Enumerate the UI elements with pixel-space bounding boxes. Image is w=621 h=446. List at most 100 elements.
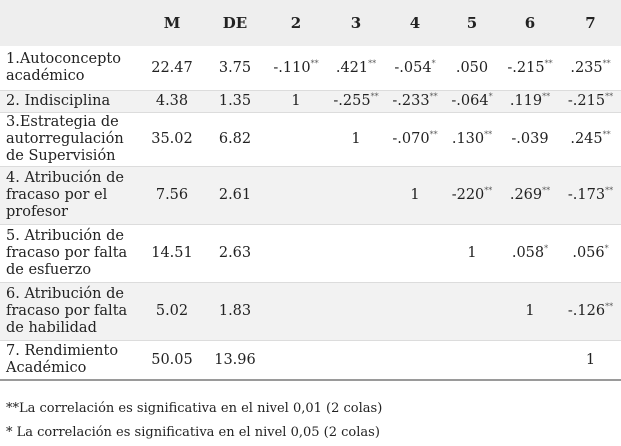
row-label: 7. Rendimiento Académico (6, 342, 119, 376)
cell-value: 6.82 (218, 131, 252, 147)
significance-marker: * (604, 244, 609, 254)
cell-value: -.054 (394, 59, 432, 76)
cell-value: 1 (351, 131, 361, 147)
cell-value: -.173 (567, 187, 606, 203)
cell-value: -.110 (273, 59, 311, 76)
table-cell: .235** (560, 46, 621, 90)
significance-marker: ** (542, 186, 551, 196)
table-cell: 1 (386, 166, 444, 224)
row-label: 3.Estrategia de autorregulación de Super… (6, 113, 124, 164)
correlation-table: M DE 2 3 4 5 6 7 1.Autoconcepto académic… (0, 0, 621, 380)
table-cell: 22.47 (140, 46, 204, 90)
cell-value: -.215 (567, 93, 606, 109)
cell-value: .056 (572, 245, 605, 261)
cell-value: 5.02 (155, 303, 189, 319)
table-cell: 35.02 (140, 112, 204, 166)
cell-value: 50.05 (151, 351, 193, 368)
table-body: 1.Autoconcepto académico 22.47 3.75 -.110**… (0, 46, 621, 380)
header-cell-5: 5 (466, 14, 478, 32)
cell-value: 22.47 (151, 59, 193, 76)
cell-value: 1 (525, 303, 535, 319)
significance-marker: ** (484, 130, 493, 140)
table-cell: -.064* (444, 90, 500, 112)
cell-value: 2.63 (218, 245, 252, 261)
table-cell: -.255** (326, 90, 386, 112)
cell-value: 2.61 (218, 187, 252, 203)
significance-marker: ** (544, 58, 553, 68)
row-label: 6. Atribución de fracaso por falta de ha… (6, 285, 128, 336)
cell-value: 1 (291, 93, 301, 109)
significance-marker: ** (429, 92, 438, 102)
table-cell: 1 (266, 90, 326, 112)
cell-value: .245 (570, 131, 603, 147)
cell-value: .050 (455, 59, 489, 76)
significance-marker: * (431, 58, 436, 68)
cell-value: 1 (467, 245, 477, 261)
table-cell: -.054* (386, 46, 444, 90)
table-cell: -.233** (386, 90, 444, 112)
cell-value: .058 (511, 245, 545, 261)
cell-value: 35.02 (151, 131, 193, 147)
table-cell: -.110** (266, 46, 326, 90)
table-cell: 5.02 (140, 282, 204, 340)
cell-value: -.070 (392, 131, 430, 147)
header-cell (0, 0, 140, 46)
table-row: 4. Atribución de fracaso por el profesor… (0, 166, 621, 224)
significance-marker: ** (310, 58, 319, 68)
table-row: 6. Atribución de fracaso por falta de ha… (0, 282, 621, 340)
cell-value: .421 (335, 59, 369, 76)
table-cell: .050 (444, 46, 500, 90)
table-cell: 7.56 (140, 166, 204, 224)
header-cell-2: 2 (290, 14, 302, 32)
cell-value: -220 (451, 187, 485, 203)
table-cell: 1 (444, 224, 500, 282)
cell-value: 3.75 (218, 59, 252, 76)
table-cell: -.070** (386, 112, 444, 166)
table-cell: 14.51 (140, 224, 204, 282)
table-cell (386, 340, 444, 380)
header-cell-7: 7 (585, 14, 596, 32)
table-cell (500, 340, 560, 380)
significance-marker: ** (368, 58, 377, 68)
table-cell: 4.38 (140, 90, 204, 112)
table-cell: 2.61 (204, 166, 266, 224)
table-cell (386, 282, 444, 340)
header-cell-6: 6 (524, 14, 536, 32)
cell-value: -.215 (507, 59, 545, 76)
note-significance-001: **La correlación es significativa en el … (6, 401, 383, 416)
table-cell: -.126** (560, 282, 621, 340)
row-label: 4. Atribución de fracaso por el profesor (6, 169, 124, 220)
table-cell: 1 (326, 112, 386, 166)
cell-value: .235 (570, 59, 603, 76)
table-cell: 13.96 (204, 340, 266, 380)
cell-value: 1.83 (218, 303, 252, 319)
table-cell: 1.35 (204, 90, 266, 112)
table-cell (266, 166, 326, 224)
header-cell-3: 3 (350, 14, 362, 32)
cell-value: .130 (451, 131, 485, 147)
cell-value: 13.96 (214, 351, 256, 368)
table-cell: .119** (500, 90, 560, 112)
cell-value: -.039 (511, 131, 549, 147)
table-cell: -.039 (500, 112, 560, 166)
significance-marker: ** (605, 302, 614, 312)
table-cell: .421** (326, 46, 386, 90)
cell-value: 4.38 (155, 93, 189, 109)
table-cell (266, 340, 326, 380)
cell-value: 1 (585, 351, 596, 368)
table-cell: .056* (560, 224, 621, 282)
cell-value: 1 (410, 187, 420, 203)
table-cell: 1 (560, 340, 621, 380)
table-row: 5. Atribución de fracaso por falta de es… (0, 224, 621, 282)
table-cell: 3.75 (204, 46, 266, 90)
table-cell: -220** (444, 166, 500, 224)
row-label: 2. Indisciplina (6, 92, 111, 109)
table-cell (444, 282, 500, 340)
significance-marker: ** (429, 130, 438, 140)
significance-marker: ** (602, 58, 611, 68)
table-cell (326, 224, 386, 282)
note-significance-005: * La correlación es significativa en el … (6, 425, 380, 440)
table-cell: -.215** (560, 90, 621, 112)
table-cell: .130** (444, 112, 500, 166)
row-label: 1.Autoconcepto académico (6, 50, 121, 84)
